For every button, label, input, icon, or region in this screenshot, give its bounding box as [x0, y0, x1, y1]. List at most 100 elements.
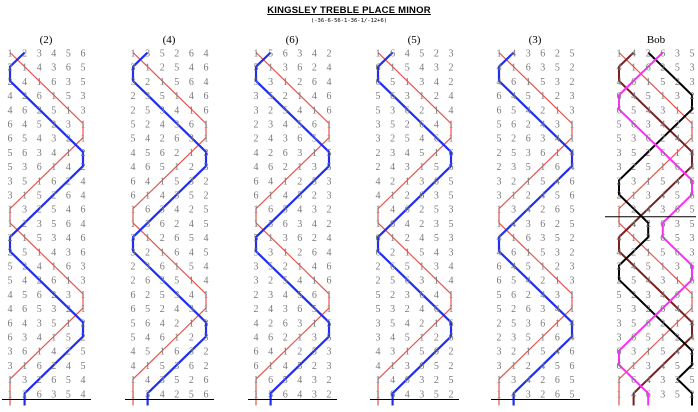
lead-1-row-5-bell-digit: 2: [37, 105, 42, 116]
lead-4-row-18-bell-digit: 5: [376, 290, 381, 301]
lead-4-row-22-bell-digit: 2: [449, 347, 454, 358]
lead-2-row-21-bell-digit: 2: [189, 333, 194, 344]
bob-row-22-bell-digit: 3: [631, 347, 636, 358]
bob-row-24-bell-digit: 2: [675, 375, 680, 386]
lead-1-row-3-bell-digit: 6: [51, 77, 56, 88]
bob-row-21-bell-digit: 1: [660, 333, 665, 344]
bob-row-16-bell-digit: 3: [675, 262, 680, 273]
lead-1-row-4-bell-digit: 5: [66, 91, 71, 102]
lead-1-row-25-bell-digit: 6: [37, 389, 42, 400]
lead-1-row-18-bell-digit: 2: [51, 290, 56, 301]
lead-3-row-24-bell-digit: 4: [297, 375, 302, 386]
lead-4-row-1-bell-digit: 2: [434, 49, 439, 60]
lead-4-row-13-bell-digit: 2: [419, 219, 424, 230]
lead-4-row-4-bell-digit: 5: [376, 91, 381, 102]
lead-4-row-10-bell-digit: 1: [405, 176, 410, 187]
lead-1-row-17-bell-digit: 6: [51, 276, 56, 287]
lead-1-row-3-bell-digit: 3: [66, 77, 71, 88]
lead-3-row-4-bell-digit: 5: [268, 91, 273, 102]
lead-2-row-7-bell-digit: 1: [204, 134, 209, 145]
lead-5-row-5-bell-digit: 1: [555, 105, 560, 116]
lead-4-row-17-bell-digit: 4: [449, 276, 454, 287]
lead-2-row-16-bell-digit: 2: [131, 262, 136, 273]
lead-5-row-24-bell-digit: 1: [497, 375, 502, 386]
lead-1-row-7-bell-digit: 2: [66, 134, 71, 145]
lead-2-row-15-bell-digit: 1: [160, 247, 165, 258]
lead-5-row-5-bell-digit: 2: [540, 105, 545, 116]
lead-2-row-16-bell-digit: 4: [204, 262, 209, 273]
bob-row-24-bell-digit: 1: [617, 375, 622, 386]
lead-4-row-24-bell-digit: 1: [376, 375, 381, 386]
lead-1-row-15-bell-digit: 4: [51, 247, 56, 258]
lead-1-row-2-bell-digit: 5: [81, 63, 86, 74]
method-title: KINGSLEY TREBLE PLACE MINOR: [267, 5, 431, 16]
lead-3-row-23-bell-digit: 3: [327, 361, 332, 372]
lead-2-row-7-bell-digit: 2: [160, 134, 165, 145]
bob-row-19-bell-digit: 1: [690, 304, 695, 315]
lead-1-row-18-bell-digit: 4: [8, 290, 13, 301]
lead-5-row-11-bell-digit: 1: [511, 191, 516, 202]
lead-2-row-13-bell-digit: 3: [145, 219, 150, 230]
lead-4-row-16-bell-digit: 1: [419, 262, 424, 273]
treble-path-lead-3: [255, 52, 330, 406]
lead-1-row-16-bell-digit: 2: [22, 262, 27, 273]
lead-4-row-5-bell-digit: 2: [419, 105, 424, 116]
lead-3-row-24-bell-digit: 6: [268, 375, 273, 386]
bob-row-7-bell-digit: 3: [631, 134, 636, 145]
lead-5-row-4-bell-digit: 1: [540, 91, 545, 102]
lead-1-row-20-bell-digit: 2: [81, 318, 86, 329]
lead-3-row-25-bell-digit: 4: [297, 389, 302, 400]
lead-4-row-14-bell-digit: 4: [419, 233, 424, 244]
bob-row-15-bell-digit: 6: [675, 247, 680, 258]
lead-1-row-6-bell-digit: 6: [8, 120, 13, 131]
lead-5-row-24-bell-digit: 5: [570, 375, 575, 386]
lead-2-row-6-bell-digit: 6: [189, 120, 194, 131]
lead-2-row-10-bell-digit: 2: [204, 176, 209, 187]
lead-5-row-19-bell-digit: 3: [540, 304, 545, 315]
lead-1-row-7-bell-digit: 3: [51, 134, 56, 145]
work-bell-path-lead-4: [376, 51, 453, 406]
bob-row-24-bell-digit: 4: [646, 375, 651, 386]
bob-row-2-bell-digit: 3: [690, 63, 695, 74]
lead-5-row-9-bell-digit: 6: [555, 162, 560, 173]
lead-2-row-23-bell-digit: 5: [160, 361, 165, 372]
lead-2-row-23-bell-digit: 2: [204, 361, 209, 372]
lead-5-row-2-bell-digit: 3: [540, 63, 545, 74]
bob-row-16-bell-digit: 4: [631, 262, 636, 273]
lead-4-row-17-bell-digit: 2: [376, 276, 381, 287]
lead-3-row-6-bell-digit: 5: [297, 120, 302, 131]
lead-1-row-25-bell-digit: 4: [81, 389, 86, 400]
lead-3-row-3-bell-digit: 4: [327, 77, 332, 88]
lead-1-row-1-bell-digit: 1: [8, 49, 13, 60]
lead-1-row-9-bell-digit: 6: [37, 162, 42, 173]
lead-5-row-16-bell-digit: 4: [511, 262, 516, 273]
lead-1-row-9-bell-digit: 2: [81, 162, 86, 173]
lead-5-row-18-bell-digit: 2: [526, 290, 531, 301]
lead-5-row-24-bell-digit: 4: [526, 375, 531, 386]
lead-5-row-2-bell-digit: 1: [511, 63, 516, 74]
lead-4-row-7-bell-digit: 2: [390, 134, 395, 145]
lead-1-row-22-bell-digit: 4: [51, 347, 56, 358]
lead-2-row-19-bell-digit: 4: [174, 304, 179, 315]
lead-1-row-14-bell-digit: 2: [8, 233, 13, 244]
lead-5-row-22-bell-digit: 2: [511, 347, 516, 358]
lead-1-row-19-bell-digit: 4: [8, 304, 13, 315]
bob-row-10-bell-digit: 6: [690, 176, 695, 187]
lead-1-row-23-bell-digit: 5: [81, 361, 86, 372]
lead-4-row-22-bell-digit: 6: [434, 347, 439, 358]
lead-3-row-2-bell-digit: 4: [327, 63, 332, 74]
lead-4-row-2-bell-digit: 2: [449, 63, 454, 74]
lead-4-row-24-bell-digit: 2: [434, 375, 439, 386]
lead-1-row-13-bell-digit: 6: [66, 219, 71, 230]
lead-3-row-9-bell-digit: 2: [283, 162, 288, 173]
lead-4-row-1-bell-digit: 4: [405, 49, 410, 60]
bob-row-25-bell-digit: 6: [646, 389, 651, 400]
lead-1-row-14-bell-digit: 5: [37, 233, 42, 244]
lead-1-row-18-bell-digit: 6: [37, 290, 42, 301]
lead-2-row-5-bell-digit: 1: [189, 105, 194, 116]
lead-1-row-10-bell-digit: 6: [51, 176, 56, 187]
lead-4-row-24-bell-digit: 4: [390, 375, 395, 386]
lead-4-row-25-bell-digit: 3: [419, 389, 424, 400]
lead-4-row-12-bell-digit: 3: [449, 205, 454, 216]
lead-2-row-20-bell-digit: 1: [189, 318, 194, 329]
